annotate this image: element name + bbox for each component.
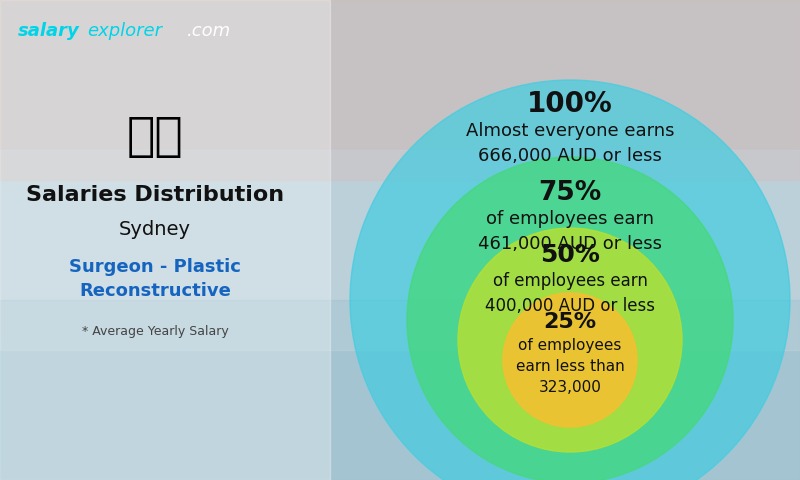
Text: of employees earn
400,000 AUD or less: of employees earn 400,000 AUD or less bbox=[485, 272, 655, 315]
Text: * Average Yearly Salary: * Average Yearly Salary bbox=[82, 325, 228, 338]
Text: Surgeon - Plastic
Reconstructive: Surgeon - Plastic Reconstructive bbox=[69, 258, 241, 300]
Bar bbox=[0, 0, 800, 180]
Ellipse shape bbox=[458, 228, 682, 452]
Text: 100%: 100% bbox=[527, 90, 613, 118]
Bar bbox=[0, 0, 330, 480]
Text: of employees earn
461,000 AUD or less: of employees earn 461,000 AUD or less bbox=[478, 210, 662, 253]
Text: 🇦🇺: 🇦🇺 bbox=[126, 115, 183, 160]
Ellipse shape bbox=[350, 80, 790, 480]
Text: salary: salary bbox=[18, 22, 80, 40]
Text: 75%: 75% bbox=[538, 180, 602, 206]
Text: of employees
earn less than
323,000: of employees earn less than 323,000 bbox=[516, 337, 624, 395]
Bar bbox=[0, 300, 800, 480]
Ellipse shape bbox=[503, 293, 637, 427]
Text: .com: .com bbox=[187, 22, 231, 40]
Text: Almost everyone earns
666,000 AUD or less: Almost everyone earns 666,000 AUD or les… bbox=[466, 122, 674, 165]
Text: 25%: 25% bbox=[543, 312, 597, 332]
Text: 50%: 50% bbox=[540, 243, 600, 267]
Ellipse shape bbox=[407, 157, 733, 480]
Text: Salaries Distribution: Salaries Distribution bbox=[26, 185, 284, 205]
Bar bbox=[0, 150, 800, 350]
Text: Sydney: Sydney bbox=[119, 220, 191, 239]
Text: explorer: explorer bbox=[87, 22, 162, 40]
